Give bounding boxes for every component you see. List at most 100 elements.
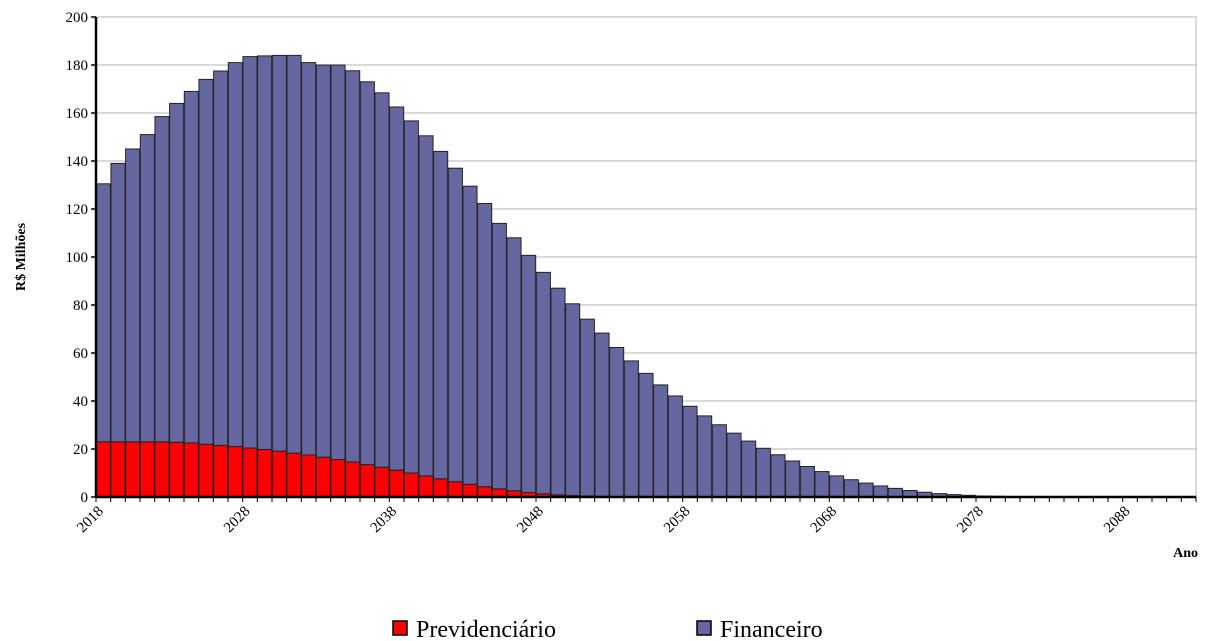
x-tick-label-2058: 2058 (661, 504, 694, 537)
bar-previdenciario-2030 (271, 450, 287, 498)
x-tick-label-2048: 2048 (514, 504, 547, 537)
bar-financeiro-2041 (433, 150, 449, 480)
bar-financeiro-2042 (447, 167, 463, 483)
bar-financeiro-2054 (623, 360, 639, 498)
bar-financeiro-2029 (257, 55, 273, 450)
bar-previdenciario-2022 (154, 441, 170, 498)
x-tick-label-2018: 2018 (74, 504, 107, 537)
bar-previdenciario-2037 (374, 466, 390, 498)
bar-financeiro-2055 (638, 372, 654, 498)
bar-financeiro-2064 (770, 454, 786, 498)
bar-previdenciario-2038 (389, 469, 405, 498)
bar-previdenciario-2024 (183, 442, 199, 498)
bar-financeiro-2060 (711, 424, 727, 498)
bar-financeiro-2061 (726, 432, 742, 498)
y-tick-label-100: 100 (66, 250, 89, 266)
bar-financeiro-2053 (609, 346, 625, 498)
bar-previdenciario-2039 (403, 472, 419, 498)
y-axis-title: R$ Milhões (14, 222, 29, 291)
bar-financeiro-2071 (873, 485, 889, 498)
bar-previdenciario-2043 (462, 483, 478, 498)
x-axis-title: Ano (1173, 546, 1198, 561)
bar-financeiro-2027 (227, 62, 243, 448)
bar-financeiro-2058 (682, 405, 698, 498)
bar-previdenciario-2031 (286, 452, 302, 498)
bar-financeiro-2049 (550, 287, 566, 496)
legend-item-financeiro: Financeiro (696, 617, 823, 641)
y-tick-label-0: 0 (81, 490, 89, 506)
bar-previdenciario-2033 (315, 456, 331, 498)
bar-financeiro-2066 (799, 466, 815, 498)
bar-financeiro-2023 (169, 102, 185, 443)
bar-financeiro-2036 (359, 81, 375, 466)
legend-swatch-financeiro (696, 620, 712, 636)
bar-previdenciario-2034 (330, 459, 346, 498)
y-tick-label-40: 40 (73, 394, 88, 410)
bar-financeiro-2037 (374, 92, 390, 468)
x-tick-label-2038: 2038 (368, 504, 401, 537)
x-tick-label-2028: 2028 (221, 504, 254, 537)
bar-financeiro-2046 (506, 237, 522, 492)
bar-financeiro-2031 (286, 54, 302, 454)
bar-financeiro-2072 (887, 487, 903, 498)
bar-financeiro-2039 (403, 120, 419, 474)
bar-previdenciario-2023 (169, 441, 185, 498)
bar-financeiro-2056 (653, 384, 669, 498)
bar-financeiro-2051 (579, 318, 595, 497)
bar-financeiro-2034 (330, 64, 346, 461)
x-tick-label-2088: 2088 (1101, 504, 1134, 537)
bar-financeiro-2045 (491, 222, 507, 490)
bar-previdenciario-2032 (301, 454, 317, 498)
bar-financeiro-2043 (462, 185, 478, 485)
legend-label-previdenciario: Previdenciário (416, 617, 556, 641)
legend: Previdenciário Financeiro (392, 617, 823, 641)
bar-previdenciario-2042 (447, 481, 463, 498)
bar-financeiro-2062 (741, 440, 757, 498)
y-tick-label-20: 20 (73, 442, 88, 458)
bar-financeiro-2025 (198, 78, 214, 445)
y-tick-label-200: 200 (66, 10, 89, 26)
bars (95, 54, 1065, 498)
bar-financeiro-2057 (667, 395, 683, 498)
bar-previdenciario-2040 (418, 475, 434, 498)
y-tick-label-80: 80 (73, 298, 88, 314)
bar-financeiro-2019 (110, 162, 126, 443)
x-tick-label-2078: 2078 (954, 504, 987, 537)
y-tick-label-160: 160 (66, 106, 89, 122)
legend-swatch-previdenciario (392, 620, 408, 636)
bar-previdenciario-2026 (213, 444, 229, 498)
bar-financeiro-2048 (535, 271, 551, 495)
bar-financeiro-2038 (389, 106, 405, 471)
bar-previdenciario-2018 (95, 441, 111, 498)
bar-financeiro-2030 (271, 54, 287, 452)
y-tick-label-60: 60 (73, 346, 88, 362)
bar-previdenciario-2044 (477, 486, 493, 498)
bar-financeiro-2068 (829, 475, 845, 498)
bar-financeiro-2022 (154, 116, 170, 443)
bar-financeiro-2047 (521, 254, 537, 493)
bar-financeiro-2065 (785, 460, 801, 498)
bar-financeiro-2028 (242, 56, 258, 449)
bar-financeiro-2067 (814, 471, 830, 498)
bar-previdenciario-2035 (345, 461, 361, 498)
legend-label-financeiro: Financeiro (720, 617, 823, 641)
bar-previdenciario-2025 (198, 443, 214, 498)
bar-financeiro-2021 (139, 134, 155, 443)
bar-financeiro-2032 (301, 62, 317, 456)
bar-previdenciario-2028 (242, 447, 258, 498)
bar-financeiro-2059 (697, 415, 713, 498)
y-ticks: 0 20 40 60 80 100 120 140 160 180 200 (66, 10, 96, 506)
bar-financeiro-2020 (125, 148, 141, 443)
bar-financeiro-2052 (594, 332, 610, 498)
y-tick-label-180: 180 (66, 58, 89, 74)
bar-previdenciario-2020 (125, 441, 141, 498)
bar-financeiro-2024 (183, 90, 199, 444)
x-ticks: 2018 2028 2038 2048 2058 2068 2078 2088 (74, 497, 1197, 537)
bar-financeiro-2026 (213, 70, 229, 446)
y-tick-label-120: 120 (66, 202, 89, 218)
bar-previdenciario-2019 (110, 441, 126, 498)
bar-financeiro-2040 (418, 135, 434, 477)
bar-previdenciario-2029 (257, 448, 273, 498)
bar-financeiro-2063 (755, 447, 771, 498)
bar-previdenciario-2027 (227, 446, 243, 498)
